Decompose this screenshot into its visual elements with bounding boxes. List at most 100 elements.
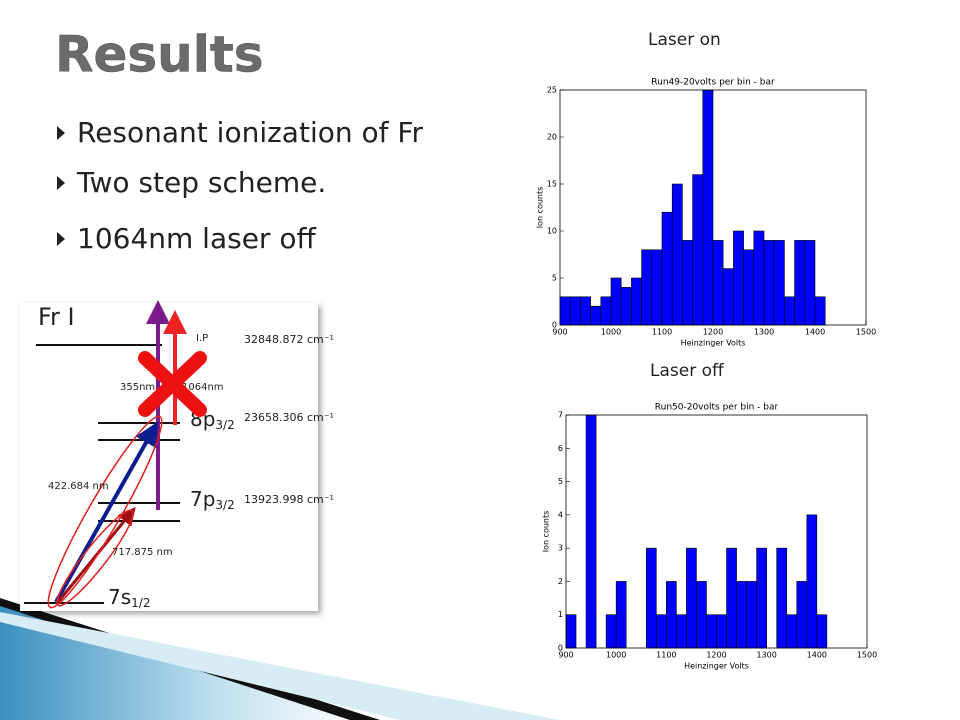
bar <box>569 296 581 326</box>
bar <box>786 614 798 649</box>
x-tick-label: 1000 <box>606 651 626 660</box>
y-tick-label: 4 <box>558 510 563 519</box>
bar <box>676 614 687 649</box>
arrow <box>54 421 158 603</box>
y-tick-label: 5 <box>558 477 563 486</box>
y-axis-label: Ion counts <box>542 511 551 553</box>
bar <box>736 581 747 649</box>
y-tick-label: 15 <box>547 180 557 189</box>
bar <box>651 249 663 326</box>
bar <box>559 296 571 326</box>
bar <box>565 614 577 649</box>
x-tick-label: 900 <box>552 328 567 337</box>
bar <box>702 89 714 326</box>
bar <box>816 614 828 649</box>
bar <box>776 547 788 649</box>
bar <box>641 249 653 326</box>
caption: Laser off <box>650 361 725 381</box>
y-tick-label: 6 <box>558 444 563 453</box>
wavelength-label: 355nm <box>120 382 155 393</box>
chart: Run49-20volts per bin - bar Heinzinger Vo… <box>536 78 877 348</box>
bullet: Resonant ionization of Fr <box>77 116 423 149</box>
x-axis-label: Heinzinger Volts <box>681 339 746 348</box>
bullet-marker <box>57 126 65 140</box>
y-tick-label: 2 <box>558 577 563 586</box>
bar <box>580 296 591 326</box>
wavelength-label: 1064nm <box>182 382 224 393</box>
decor-line <box>0 612 560 720</box>
x-tick-label: 1100 <box>656 651 676 660</box>
bar <box>585 414 597 649</box>
bar <box>763 240 775 326</box>
bar <box>796 581 808 649</box>
bar <box>631 277 642 326</box>
bar <box>716 614 727 649</box>
bar <box>620 287 632 326</box>
bullet: Two step scheme. <box>76 166 326 199</box>
diagram-heading: Fr I <box>38 303 75 331</box>
x-tick-label: 1400 <box>807 651 827 660</box>
arrow <box>56 507 136 603</box>
y-axis-label: Ion counts <box>536 187 545 229</box>
bar <box>590 305 602 326</box>
bar <box>733 230 744 326</box>
y-tick-label: 7 <box>558 411 563 420</box>
diagram-box <box>20 303 318 611</box>
level-label: 7s1/2 <box>108 585 150 610</box>
bar <box>645 547 657 649</box>
chart-title: Run50-20volts per bin - bar <box>655 403 779 413</box>
bar <box>655 614 667 649</box>
bar <box>712 240 724 326</box>
x-tick-label: 1300 <box>756 651 776 660</box>
slide-title: Results <box>55 26 264 84</box>
bar <box>600 296 612 326</box>
level-label: I.P <box>196 333 208 344</box>
bar <box>753 230 765 326</box>
energy-label: 32848.872 cm⁻¹ <box>244 333 334 346</box>
bar <box>706 614 717 649</box>
bullet-marker <box>57 176 65 190</box>
bar <box>686 547 697 649</box>
bar <box>784 296 795 326</box>
wavelength-label: 422.684 nm <box>48 481 109 492</box>
level-label: 7p3/2 <box>190 487 235 512</box>
x-axis-label: Heinzinger Volts <box>684 662 749 671</box>
bar <box>610 277 622 326</box>
bar <box>806 514 818 649</box>
bar <box>615 581 627 649</box>
bar <box>743 249 755 326</box>
bar <box>746 581 757 649</box>
bar <box>605 614 617 649</box>
bar <box>666 581 677 649</box>
chart-title: Run49-20volts per bin - bar <box>651 78 775 88</box>
bullet-marker <box>57 232 65 246</box>
y-tick-label: 20 <box>547 133 557 142</box>
y-tick-label: 3 <box>558 544 563 553</box>
y-tick-label: 5 <box>552 274 557 283</box>
caption: Laser on <box>648 30 721 50</box>
y-tick-label: 10 <box>547 227 557 236</box>
bar <box>696 581 707 649</box>
bar <box>682 240 693 326</box>
wavelength-label: 717.875 nm <box>112 547 173 558</box>
bar <box>814 296 826 326</box>
bar <box>692 174 704 326</box>
y-tick-label: 0 <box>552 321 557 330</box>
x-tick-label: 1000 <box>601 328 621 337</box>
bar <box>661 211 673 326</box>
x-tick-label: 1200 <box>706 651 726 660</box>
bar <box>773 240 785 326</box>
x-tick-label: 1100 <box>652 328 672 337</box>
level-diagram: Fr I I.P 32848.872 cm⁻¹ 8p3/2 23658.306 … <box>20 300 334 611</box>
bar <box>726 547 737 649</box>
cross-mark <box>138 351 207 417</box>
bar <box>722 268 734 326</box>
bar <box>756 547 767 649</box>
x-tick-label: 1500 <box>857 651 877 660</box>
energy-label: 23658.306 cm⁻¹ <box>244 411 334 424</box>
bar <box>671 183 683 326</box>
x-tick-label: 1200 <box>703 328 723 337</box>
bar <box>794 240 806 326</box>
x-tick-label: 1500 <box>856 328 876 337</box>
